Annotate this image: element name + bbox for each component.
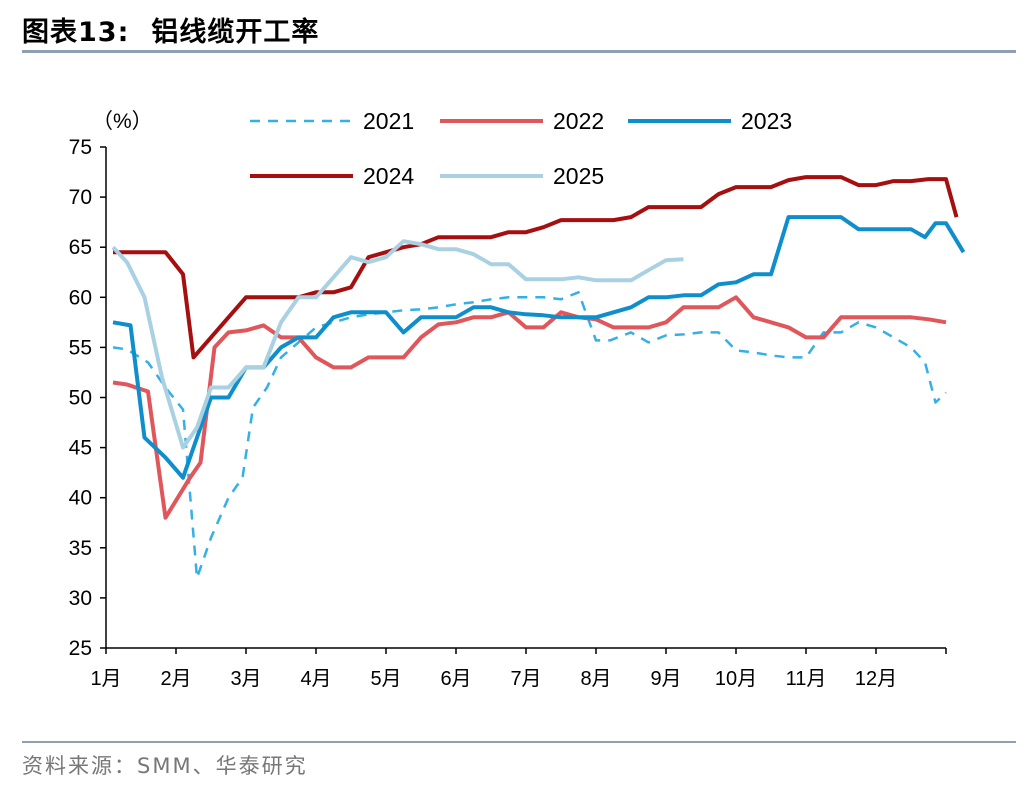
series-line-2024 bbox=[113, 175, 959, 360]
y-tick-label: 60 bbox=[69, 286, 92, 309]
legend-label-2022: 2022 bbox=[553, 108, 604, 134]
legend-label-2023: 2023 bbox=[741, 108, 792, 134]
y-tick-label: 75 bbox=[69, 136, 92, 159]
y-axis-label: （%） bbox=[92, 110, 153, 133]
y-tick-label: 70 bbox=[69, 186, 92, 209]
y-tick-label: 30 bbox=[69, 587, 92, 610]
y-tick-label: 45 bbox=[69, 437, 92, 460]
y-tick-label: 25 bbox=[69, 637, 92, 660]
figure-number: 图表13: bbox=[22, 17, 130, 48]
x-tick-label: 9月 bbox=[650, 668, 681, 690]
x-tick-label: 5月 bbox=[370, 668, 401, 690]
chart-series bbox=[111, 175, 966, 580]
x-tick-label: 6月 bbox=[440, 668, 471, 690]
bottom-divider bbox=[22, 741, 1016, 743]
series-line-2023 bbox=[112, 215, 966, 480]
x-tick-label: 3月 bbox=[230, 668, 261, 690]
chart-axes: 25 30 35 40 45 50 55 60 65 70 75 1月 2月 3月 4月 5月 6月 7月 8月 9月… bbox=[69, 136, 947, 690]
top-divider bbox=[22, 50, 1016, 53]
y-tick-label: 50 bbox=[69, 387, 92, 410]
series-line-2025 bbox=[111, 239, 684, 450]
series-line-2022 bbox=[112, 295, 947, 520]
y-tick-label: 35 bbox=[69, 537, 92, 560]
source-note: 资料来源：SMM、华泰研究 bbox=[22, 754, 308, 778]
y-tick-label: 40 bbox=[69, 487, 92, 510]
legend-label-2025: 2025 bbox=[553, 163, 604, 189]
y-tick-label: 65 bbox=[69, 236, 92, 259]
x-tick-label: 10月 bbox=[715, 668, 757, 690]
x-tick-label: 4月 bbox=[300, 668, 331, 690]
x-tick-label: 12月 bbox=[855, 668, 897, 690]
legend-label-2024: 2024 bbox=[363, 163, 414, 189]
figure-title-text: 铝线缆开工率 bbox=[151, 17, 320, 48]
y-tick-label: 55 bbox=[69, 336, 92, 359]
series-line-2021 bbox=[112, 291, 947, 580]
x-tick-label: 1月 bbox=[90, 668, 121, 690]
x-tick-label: 2月 bbox=[160, 668, 191, 690]
x-tick-label: 7月 bbox=[510, 668, 541, 690]
x-tick-label: 11月 bbox=[786, 668, 827, 690]
legend-label-2021: 2021 bbox=[363, 108, 414, 134]
chart-legend: 2021 2022 2023 2024 2025 bbox=[250, 108, 792, 189]
figure-title: 图表13: 铝线缆开工率 bbox=[22, 10, 319, 49]
x-tick-label: 8月 bbox=[580, 668, 611, 690]
